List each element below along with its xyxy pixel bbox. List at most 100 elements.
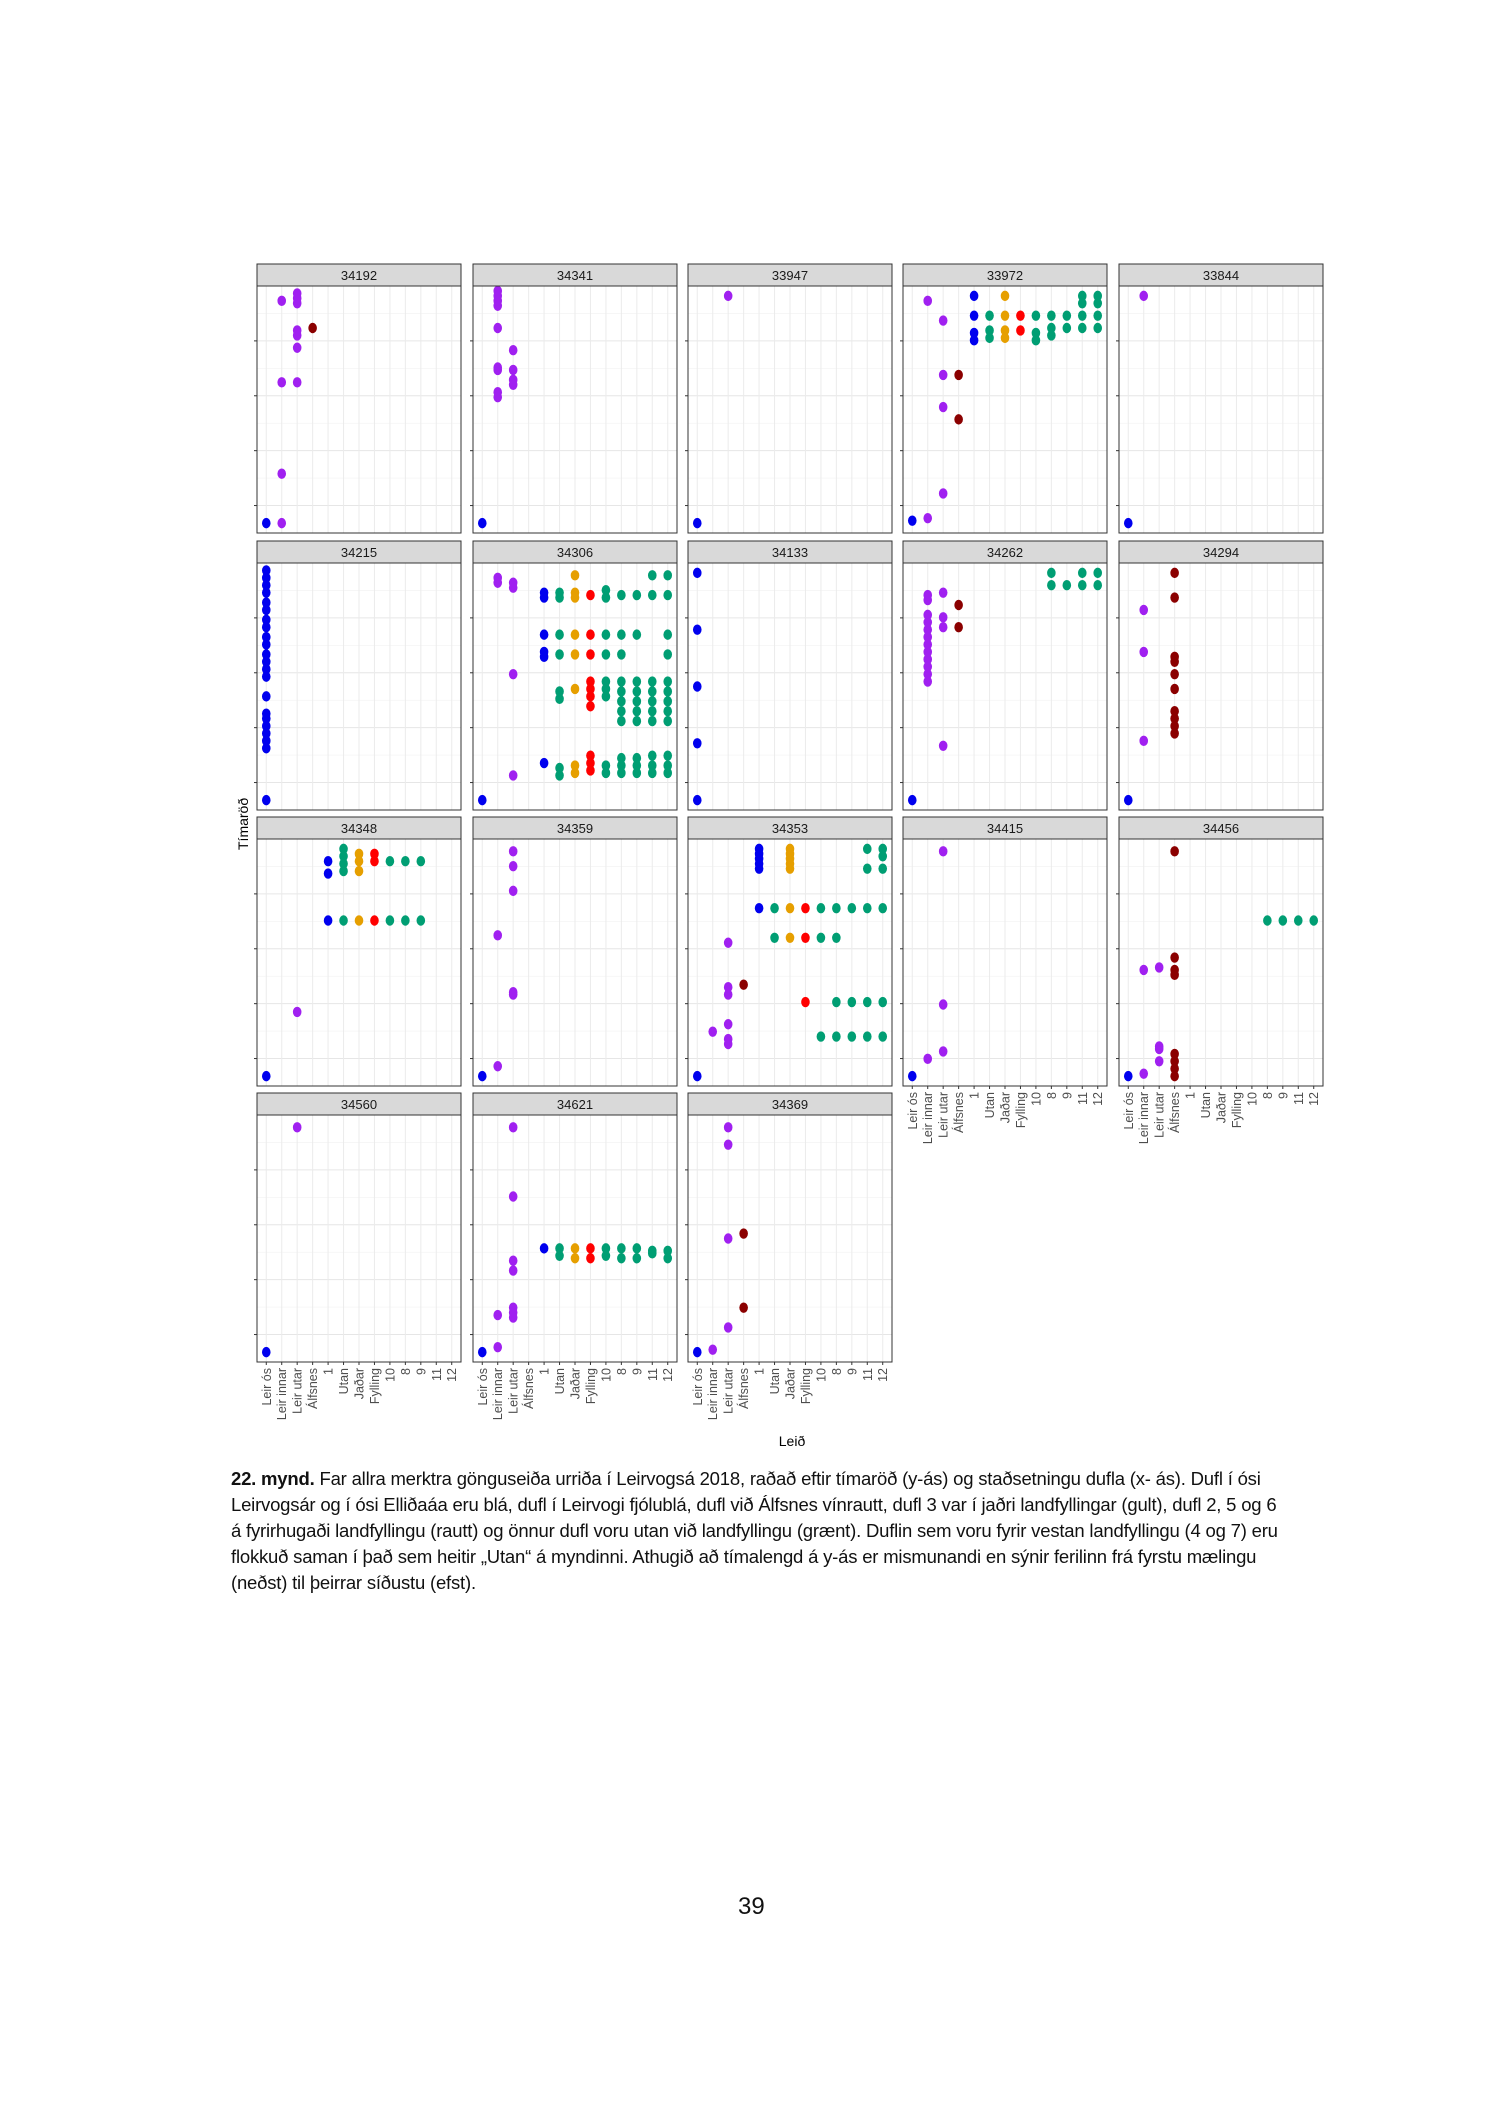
facet-strip-label: 34359 — [557, 821, 593, 836]
facet-strip-label: 34215 — [341, 545, 377, 560]
data-point — [1077, 322, 1087, 334]
data-point — [261, 794, 271, 806]
caption-text: Far allra merktra gönguseiða urriða í Le… — [231, 1468, 1278, 1593]
data-point — [323, 915, 333, 926]
data-point — [477, 1070, 487, 1082]
x-tick-label: Leir utar — [291, 1368, 305, 1414]
data-point — [1139, 290, 1149, 302]
data-point — [601, 760, 611, 771]
data-point — [1000, 310, 1010, 321]
data-point — [847, 996, 857, 1008]
data-point — [1170, 706, 1179, 717]
data-point — [617, 767, 626, 779]
data-point — [801, 902, 810, 914]
data-point — [493, 930, 503, 941]
data-point — [323, 856, 333, 867]
x-tick-label: Fylling — [368, 1368, 382, 1404]
data-point — [617, 676, 626, 687]
data-point — [601, 584, 611, 596]
x-tick-label: Leir ós — [260, 1368, 274, 1406]
data-point — [1000, 332, 1010, 344]
data-point — [601, 629, 611, 640]
facet-panel: 34621 Leir ós Leir innar Leir utar Álfsnes 1 U… — [470, 1092, 678, 1420]
data-point — [663, 767, 673, 779]
data-point — [508, 885, 518, 897]
data-point — [816, 932, 826, 943]
x-tick-label: Álfsnes — [951, 1092, 966, 1133]
data-point — [647, 676, 657, 687]
data-point — [1000, 325, 1010, 336]
data-point — [339, 851, 348, 862]
facet-strip-label: 34348 — [341, 821, 377, 836]
data-point — [647, 706, 657, 717]
data-point — [617, 686, 626, 697]
data-point — [862, 1031, 872, 1042]
data-point — [692, 517, 702, 529]
data-point — [632, 1253, 642, 1264]
facet-panel: 33972 — [900, 263, 1108, 534]
data-point — [1154, 1056, 1164, 1067]
data-point — [801, 996, 810, 1008]
data-point — [723, 1122, 733, 1133]
data-point — [292, 1122, 302, 1133]
data-point — [923, 631, 933, 643]
data-point — [723, 982, 733, 993]
facet-panel: 34415 Leir ós Leir innar Leir utar Álfsnes 1 U… — [900, 816, 1108, 1144]
data-point — [493, 572, 503, 584]
data-point — [663, 629, 673, 640]
data-point — [570, 1243, 580, 1254]
data-point — [508, 379, 518, 390]
x-tick-label: Leir utar — [722, 1368, 736, 1414]
x-tick-label: 9 — [630, 1368, 644, 1375]
x-tick-label: Fylling — [799, 1368, 813, 1404]
x-tick-label: Utan — [983, 1092, 997, 1118]
data-point — [1154, 1041, 1164, 1052]
data-point — [555, 686, 564, 697]
x-tick-label: 8 — [1261, 1092, 1275, 1099]
x-tick-label: 8 — [830, 1368, 844, 1375]
data-point — [938, 488, 948, 499]
data-point — [261, 649, 271, 660]
data-point — [339, 858, 348, 869]
x-tick-label: Álfsnes — [736, 1368, 751, 1409]
data-point — [801, 932, 810, 943]
y-axis-title: Tímaröð — [235, 798, 251, 850]
data-point — [555, 649, 564, 660]
panel-border — [256, 838, 462, 1087]
data-point — [385, 915, 395, 926]
data-point — [969, 335, 979, 346]
data-point — [1047, 322, 1056, 334]
data-point — [261, 691, 271, 702]
data-point — [1000, 290, 1010, 302]
facet-panel: 34341 — [470, 263, 678, 534]
data-point — [985, 332, 994, 344]
data-point — [907, 794, 917, 806]
data-point — [723, 1019, 733, 1030]
panel-border — [472, 838, 678, 1087]
x-tick-label: Leir innar — [921, 1092, 935, 1144]
data-point — [292, 288, 302, 299]
data-point — [632, 1243, 642, 1254]
x-tick-label: 10 — [599, 1368, 613, 1382]
data-point — [923, 639, 933, 650]
data-point — [570, 629, 580, 640]
facet-panels: 34192 34341 33947 33972 33844 34215 34306 34133… — [254, 263, 1324, 1420]
data-point — [938, 846, 948, 857]
x-tick-label: Jaðar — [999, 1092, 1013, 1123]
data-point — [261, 735, 271, 747]
data-point — [1047, 580, 1056, 591]
x-tick-label: 11 — [1292, 1092, 1306, 1105]
data-point — [539, 651, 549, 663]
data-point — [508, 1255, 518, 1266]
x-tick-label: 10 — [1029, 1092, 1043, 1106]
figure-caption: 22. mynd. Far allra merktra gönguseiða u… — [231, 1466, 1281, 1596]
panel-border — [902, 562, 1108, 811]
data-point — [1139, 964, 1149, 976]
x-tick-label: 9 — [1060, 1092, 1074, 1099]
data-point — [1139, 604, 1149, 616]
facet-strip-label: 34306 — [557, 545, 593, 560]
data-point — [969, 327, 979, 339]
data-point — [617, 706, 626, 717]
data-point — [938, 740, 948, 751]
data-point — [832, 996, 841, 1008]
